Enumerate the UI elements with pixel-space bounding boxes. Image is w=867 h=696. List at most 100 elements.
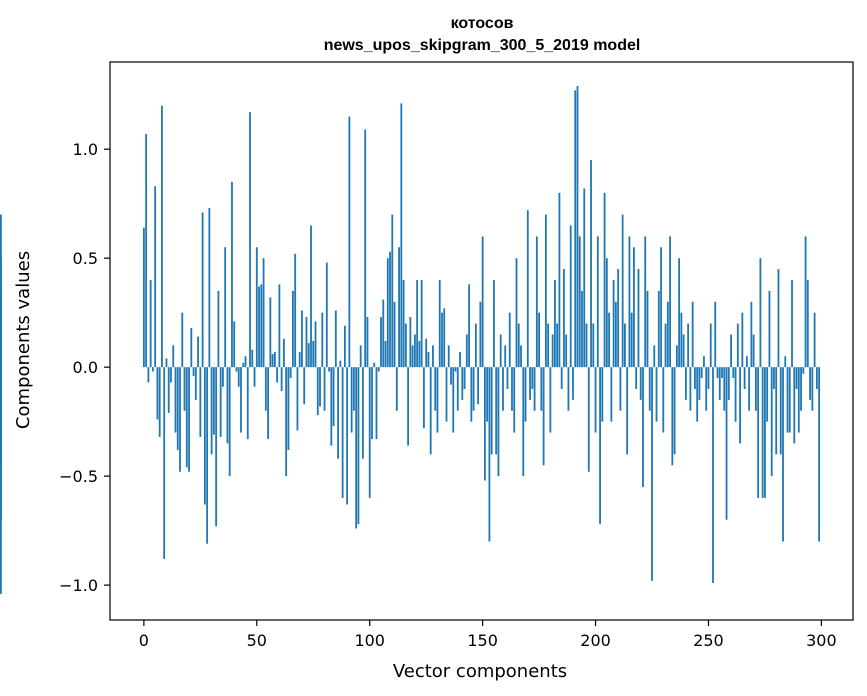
bar-187 (565, 334, 568, 368)
bar-284 (784, 356, 787, 368)
bar-170 (526, 210, 529, 368)
bar-undefined (0, 356, 2, 368)
bar-298 (815, 367, 818, 389)
bar-270 (752, 334, 755, 368)
bar-83 (330, 367, 333, 446)
bar-26 (201, 212, 204, 368)
bar-263 (736, 323, 739, 368)
bar-0 (142, 227, 145, 368)
y-axis-label: Components values (13, 251, 34, 429)
bar-237 (678, 258, 681, 368)
bar-195 (583, 188, 586, 368)
bar-247 (700, 367, 703, 379)
bar-189 (569, 225, 572, 368)
bar-23 (194, 367, 197, 400)
bar-222 (644, 236, 647, 368)
bar-146 (472, 367, 475, 411)
bar-143 (465, 334, 468, 368)
bar-54 (264, 367, 267, 411)
bar-217 (633, 247, 635, 368)
bar-18 (183, 367, 186, 411)
bar-293 (804, 236, 807, 368)
bar-285 (786, 367, 789, 433)
bar-157 (497, 367, 500, 477)
bar-14 (174, 367, 177, 433)
bar-239 (682, 334, 685, 368)
bar-105 (380, 317, 382, 368)
bar-183 (556, 323, 559, 368)
bar-50 (255, 247, 258, 368)
x-tick-label: 200 (580, 631, 611, 650)
bar-249 (705, 367, 708, 411)
bar-116 (404, 323, 407, 368)
bar-236 (675, 345, 678, 368)
bar-121 (416, 279, 419, 368)
bar-27 (203, 367, 206, 505)
bar-269 (750, 301, 753, 368)
bar-108 (386, 258, 389, 368)
bar-109 (389, 251, 391, 368)
bar-10 (165, 358, 168, 368)
bar-250 (707, 367, 710, 389)
bar-262 (734, 367, 737, 422)
bar-19 (185, 367, 188, 468)
x-tick-label: 100 (354, 631, 385, 650)
bar-235 (673, 367, 676, 455)
bar-294 (806, 279, 809, 368)
bar-258 (725, 367, 728, 520)
bar-47 (249, 112, 251, 368)
bar-261 (732, 367, 735, 379)
bar-5 (154, 186, 157, 368)
bar-191 (574, 90, 577, 368)
bar-166 (517, 323, 520, 368)
bar-13 (172, 345, 175, 368)
bar-288 (793, 367, 796, 444)
bar-89 (343, 325, 346, 368)
bar-67 (294, 253, 297, 368)
bar-24 (197, 336, 199, 368)
bar-129 (434, 367, 437, 411)
bar-97 (362, 367, 364, 459)
bar-245 (696, 367, 699, 422)
bar-79 (321, 312, 324, 368)
y-tick-label: −1.0 (59, 576, 98, 595)
y-axis-ticks: −1.0 −0.5 0.0 0.5 1.0 (59, 140, 110, 595)
bar-277 (768, 290, 771, 368)
bar-278 (770, 367, 773, 477)
bar-156 (495, 367, 498, 455)
bar-100 (368, 367, 371, 498)
bar-176 (540, 367, 543, 411)
bar-280 (775, 367, 778, 455)
bar-216 (630, 312, 633, 368)
bar-138 (454, 367, 457, 372)
bar-276 (766, 367, 769, 422)
bar-268 (748, 367, 751, 411)
x-tick-label: 0 (139, 631, 149, 650)
bar-152 (486, 367, 489, 422)
bar-234 (671, 367, 674, 466)
bar-119 (411, 345, 414, 368)
bar-63 (285, 367, 288, 477)
bar-8 (161, 105, 163, 368)
bar-185 (560, 367, 563, 389)
bar-272 (757, 367, 760, 498)
bar-290 (797, 367, 800, 433)
bar-74 (310, 225, 312, 368)
bar-55 (267, 367, 269, 440)
bar-163 (511, 367, 513, 411)
bar-115 (402, 279, 405, 368)
bar-230 (662, 367, 665, 433)
bar-2 (147, 367, 150, 383)
bar-72 (305, 317, 308, 368)
bar-227 (655, 367, 658, 422)
bar-180 (549, 367, 552, 433)
bar-281 (777, 269, 780, 368)
bar-76 (314, 321, 317, 368)
bar-196 (585, 323, 588, 368)
bar-107 (384, 341, 387, 368)
bar-226 (653, 345, 656, 368)
bar-256 (721, 367, 723, 379)
bar-80 (323, 367, 326, 411)
bar-210 (617, 269, 620, 368)
